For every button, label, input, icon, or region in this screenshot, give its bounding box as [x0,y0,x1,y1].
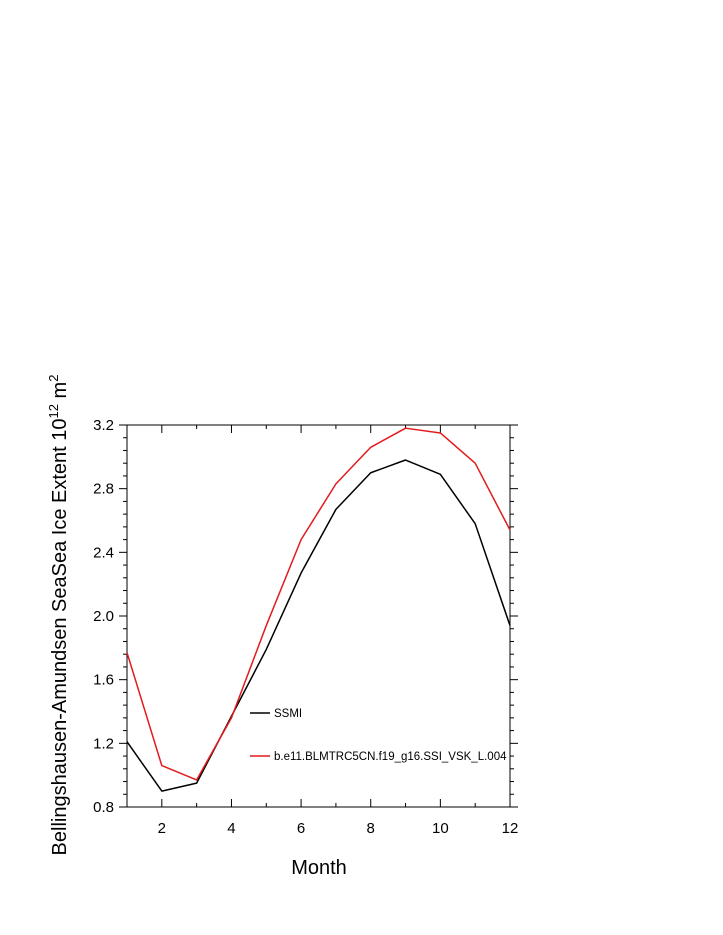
y-tick-label: 0.8 [93,799,114,816]
y-tick-label: 1.2 [93,735,114,752]
series-layer [126,427,511,792]
y-tick-label: 2.4 [93,544,114,561]
x-tick-label: 8 [367,820,375,837]
y-tick-label: 3.2 [93,417,114,434]
series-line-2 [126,427,511,781]
legend-label: b.e11.BLMTRC5CN.f19_g16.SSI_VSK_L.004 [274,751,507,763]
x-tick-label: 4 [227,820,235,837]
x-axis: 2 4 6 8 10 12 [126,425,519,837]
legend: SSMI b.e11.BLMTRC5CN.f19_g16.SSI_VSK_L.00… [250,708,507,763]
x-tick-label: 2 [158,820,166,837]
y-tick-label: 1.6 [93,672,114,689]
legend-label: SSMI [274,708,302,720]
x-tick-label: 6 [297,820,305,837]
y-tick-label: 2.0 [93,608,114,625]
x-tick-label: 10 [432,820,449,837]
y-axis-title: Bellingshausen-Amundsen SeaSea Ice Exten… [46,375,71,856]
x-tick-label: 12 [502,820,519,837]
y-tick-label: 2.8 [93,481,114,498]
series-line-1 [126,459,511,792]
plot-area [126,424,511,808]
x-axis-title: Month [291,857,347,879]
y-axis: 0.8 1.2 1.6 2.0 2.4 2.8 3.2 [93,417,518,816]
plot-frame [126,424,511,808]
